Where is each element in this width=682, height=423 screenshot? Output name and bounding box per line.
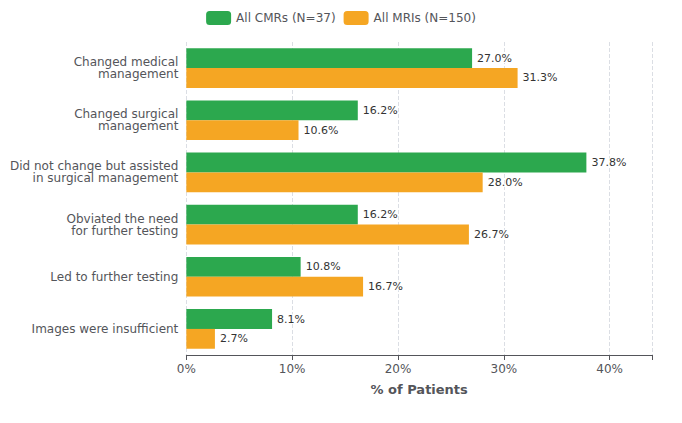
- svg-text:16.2%: 16.2%: [363, 208, 398, 221]
- svg-text:26.7%: 26.7%: [474, 228, 509, 241]
- svg-text:in surgical management: in surgical management: [33, 171, 179, 185]
- svg-text:10.6%: 10.6%: [304, 124, 339, 137]
- svg-text:10.8%: 10.8%: [306, 260, 341, 273]
- svg-text:Led to further testing: Led to further testing: [50, 270, 178, 284]
- svg-text:for further testing: for further testing: [71, 224, 178, 238]
- svg-text:management: management: [98, 119, 179, 133]
- svg-text:10%: 10%: [279, 362, 306, 376]
- svg-text:30%: 30%: [490, 362, 517, 376]
- svg-text:% of Patients: % of Patients: [371, 382, 469, 397]
- svg-text:Did not change but assisted: Did not change but assisted: [10, 159, 179, 174]
- svg-text:8.1%: 8.1%: [277, 313, 305, 326]
- svg-text:All MRIs (N=150): All MRIs (N=150): [374, 11, 476, 25]
- svg-text:40%: 40%: [596, 362, 623, 376]
- svg-text:Changed surgical: Changed surgical: [74, 107, 179, 122]
- svg-text:37.8%: 37.8%: [591, 156, 626, 169]
- svg-text:31.3%: 31.3%: [523, 71, 558, 84]
- svg-text:28.0%: 28.0%: [488, 176, 523, 189]
- svg-text:16.7%: 16.7%: [368, 280, 403, 293]
- svg-text:management: management: [98, 67, 179, 81]
- svg-text:2.7%: 2.7%: [220, 332, 248, 345]
- svg-text:0%: 0%: [177, 362, 196, 376]
- svg-text:All CMRs (N=37): All CMRs (N=37): [236, 11, 336, 25]
- svg-text:20%: 20%: [385, 362, 412, 376]
- svg-text:Obviated the need: Obviated the need: [66, 211, 179, 226]
- svg-text:Changed medical: Changed medical: [73, 55, 179, 70]
- svg-text:16.2%: 16.2%: [363, 104, 398, 117]
- svg-text:27.0%: 27.0%: [477, 52, 512, 65]
- svg-text:Images were insufficient: Images were insufficient: [32, 322, 179, 336]
